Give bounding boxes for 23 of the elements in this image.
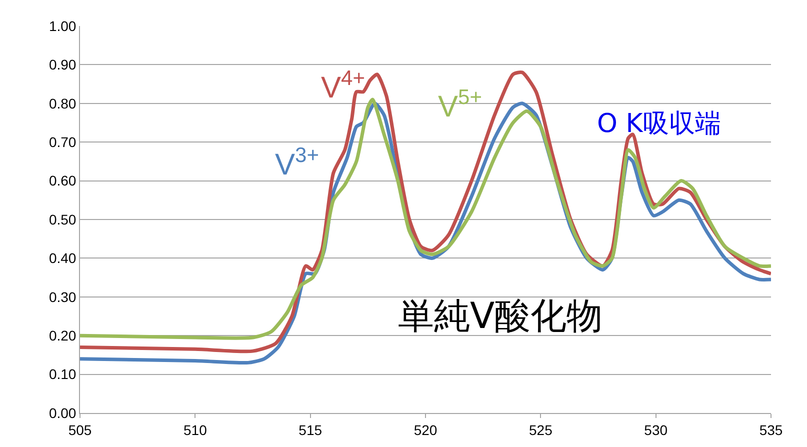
- y-tick-label: 0.70: [48, 134, 76, 150]
- x-tick-label: 520: [414, 422, 438, 438]
- y-tick-label: 0.40: [48, 250, 76, 266]
- y-tick-label: 0.60: [48, 172, 76, 189]
- annotation: O K吸収端: [597, 109, 721, 139]
- y-tick-label: 1.00: [48, 18, 76, 34]
- series-label: V$^{5+}$: [438, 86, 482, 124]
- x-tick-label: 535: [759, 422, 783, 438]
- annotation: 単純V酸化物: [398, 296, 603, 337]
- x-tick-label: 525: [528, 422, 553, 438]
- x-tick-label: 510: [183, 422, 208, 438]
- series-label: V$^{3+}$: [275, 144, 319, 182]
- y-tick-label: 0.30: [48, 288, 76, 305]
- x-tick-label: 505: [68, 422, 92, 438]
- y-tick-label: 0.20: [48, 328, 76, 344]
- y-tick-label: 0.80: [48, 95, 76, 112]
- y-tick-label: 0.00: [48, 404, 76, 421]
- x-tick-label: 530: [644, 422, 668, 438]
- y-tick-label: 0.50: [48, 211, 76, 228]
- x-tick-label: 515: [298, 422, 322, 438]
- y-tick-label: 0.90: [48, 56, 76, 73]
- y-tick-label: 0.10: [48, 366, 76, 382]
- series-label: V$^{4+}$: [321, 67, 365, 105]
